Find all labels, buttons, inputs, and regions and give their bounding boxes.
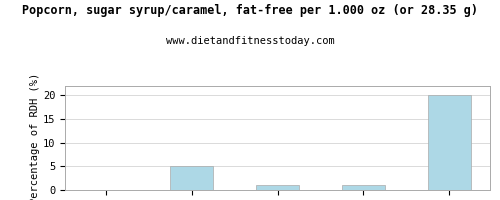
Text: Popcorn, sugar syrup/caramel, fat-free per 1.000 oz (or 28.35 g): Popcorn, sugar syrup/caramel, fat-free p… [22, 4, 478, 17]
Text: www.dietandfitnesstoday.com: www.dietandfitnesstoday.com [166, 36, 334, 46]
Bar [256, 185, 299, 190]
Bar [428, 95, 470, 190]
Y-axis label: Percentage of RDH (%): Percentage of RDH (%) [30, 72, 40, 200]
Bar [342, 185, 385, 190]
Bar [170, 166, 213, 190]
